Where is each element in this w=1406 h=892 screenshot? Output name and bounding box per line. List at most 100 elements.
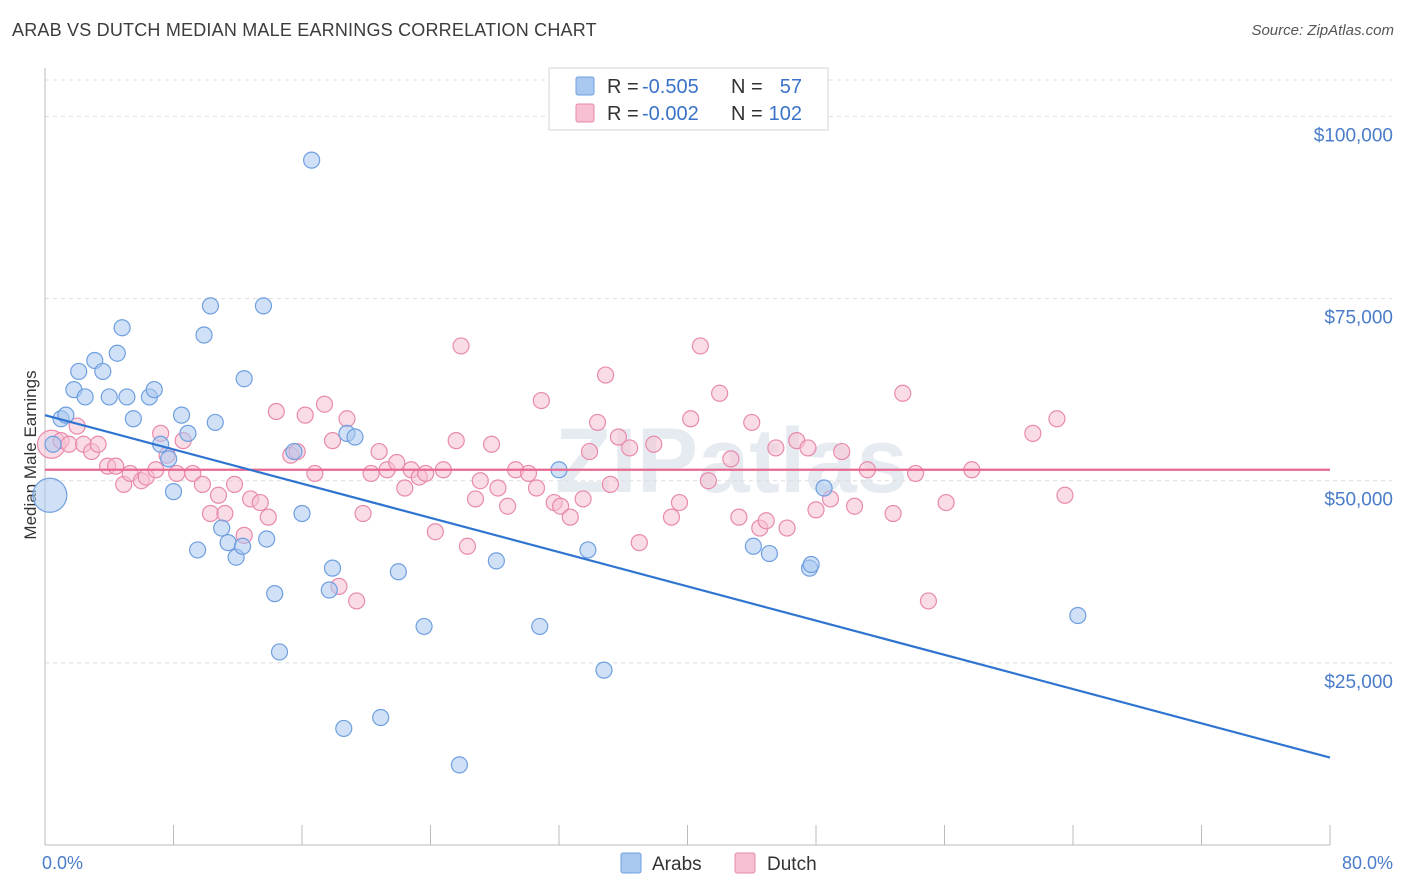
source-label: Source: ZipAtlas.com bbox=[1251, 22, 1394, 39]
legend-dutch-r-label: R = bbox=[607, 103, 639, 125]
arab-point bbox=[335, 719, 353, 738]
arab-point bbox=[815, 479, 833, 497]
dutch-point bbox=[767, 439, 785, 457]
arab-point bbox=[206, 413, 224, 432]
arab-point bbox=[285, 442, 303, 461]
legend-arabs-n-value: 57 bbox=[780, 76, 802, 98]
dutch-point bbox=[267, 402, 285, 421]
dutch-point bbox=[588, 413, 607, 432]
legend-dutch-n-label: N = bbox=[731, 103, 763, 125]
dutch-point bbox=[743, 413, 761, 432]
dutch-point bbox=[670, 493, 689, 512]
arab-point bbox=[531, 617, 549, 636]
arab-point bbox=[595, 661, 613, 679]
arab-point bbox=[213, 519, 231, 537]
arab-point bbox=[100, 388, 118, 406]
axes: $25,000 $50,000 $75,000 $100,000 0.0% 80.0% bbox=[42, 68, 1393, 873]
dutch-point bbox=[662, 508, 681, 526]
dutch-point bbox=[527, 479, 546, 497]
arab-point bbox=[160, 450, 178, 468]
dutch-point bbox=[323, 432, 342, 450]
dutch-point bbox=[348, 592, 366, 610]
bottom-legend-dutch: Dutch bbox=[767, 854, 817, 875]
bottom-legend-arabs: Arabs bbox=[652, 854, 702, 875]
dutch-point bbox=[833, 442, 851, 461]
dutch-point bbox=[1024, 424, 1042, 442]
arab-point bbox=[172, 406, 191, 424]
arab-point bbox=[195, 326, 213, 344]
arab-point bbox=[258, 530, 276, 548]
arab-point bbox=[266, 585, 284, 603]
dutch-point bbox=[60, 435, 78, 453]
x-tick-label: 80.0% bbox=[1342, 853, 1393, 873]
dutch-point bbox=[89, 435, 107, 453]
dutch-point bbox=[296, 406, 314, 424]
dutch-point bbox=[691, 337, 709, 355]
arab-point bbox=[118, 388, 136, 406]
dutch-point bbox=[645, 435, 663, 453]
dutch-point bbox=[574, 490, 592, 508]
dutch-point bbox=[370, 442, 388, 461]
arab-point bbox=[346, 428, 364, 446]
arab-trend-line bbox=[44, 414, 1331, 759]
dutch-point bbox=[937, 493, 955, 512]
bottom-legend: Arabs Dutch bbox=[620, 852, 817, 875]
arab-point bbox=[760, 544, 779, 563]
arab-point bbox=[164, 483, 183, 501]
dutch-point bbox=[730, 508, 748, 526]
arab-point bbox=[124, 410, 142, 428]
dutch-point bbox=[201, 504, 220, 523]
y-tick-label: $25,000 bbox=[1324, 672, 1393, 693]
arab-point bbox=[320, 581, 338, 599]
arab-point bbox=[179, 424, 197, 442]
y-tick-label: $100,000 bbox=[1314, 125, 1393, 146]
arab-point bbox=[450, 756, 469, 774]
arab-point bbox=[323, 559, 342, 577]
arab-point bbox=[389, 563, 407, 581]
dutch-point bbox=[354, 504, 372, 523]
dutch-point bbox=[259, 508, 277, 526]
arab-point bbox=[293, 504, 311, 523]
chart-title: ARAB VS DUTCH MEDIAN MALE EARNINGS CORRE… bbox=[12, 20, 597, 40]
dutch-point bbox=[396, 479, 414, 497]
dutch-point bbox=[193, 475, 212, 493]
arab-point bbox=[1069, 606, 1087, 625]
legend-arabs-n-label: N = bbox=[731, 76, 763, 98]
dutch-point bbox=[757, 512, 775, 530]
dutch-point bbox=[306, 464, 324, 483]
dutch-point bbox=[447, 432, 465, 450]
arab-point bbox=[219, 534, 237, 552]
dutch-point bbox=[458, 537, 477, 555]
legend-arabs-r-value: -0.505 bbox=[642, 76, 699, 98]
dutch-point bbox=[906, 464, 925, 483]
dutch-point bbox=[209, 486, 228, 504]
dutch-point bbox=[561, 508, 579, 526]
dutch-point bbox=[630, 534, 648, 552]
arab-point bbox=[270, 643, 289, 661]
dutch-point bbox=[489, 479, 507, 497]
dutch-point bbox=[894, 384, 912, 402]
arab-point bbox=[415, 617, 433, 636]
dutch-point bbox=[596, 366, 615, 384]
arab-point bbox=[744, 537, 762, 555]
legend-dutch-swatch bbox=[575, 103, 595, 123]
arab-point bbox=[235, 370, 253, 388]
dutch-point bbox=[466, 490, 485, 508]
arab-point bbox=[94, 362, 112, 381]
legend-arabs-r-label: R = bbox=[607, 76, 639, 98]
y-tick-label: $50,000 bbox=[1324, 490, 1393, 511]
dutch-point bbox=[107, 457, 125, 475]
dutch-point bbox=[452, 337, 470, 355]
dutch-point bbox=[168, 464, 186, 483]
arab-point bbox=[254, 297, 273, 315]
dutch-point bbox=[884, 504, 902, 523]
arab-point bbox=[113, 319, 131, 337]
dutch-point bbox=[552, 497, 570, 515]
arab-point bbox=[145, 381, 163, 399]
dutch-point bbox=[699, 472, 717, 490]
dutch-point bbox=[580, 442, 599, 461]
legend-dutch-n-value: 102 bbox=[769, 103, 802, 125]
dutch-point bbox=[532, 391, 550, 410]
y-tick-label: $75,000 bbox=[1324, 308, 1393, 329]
